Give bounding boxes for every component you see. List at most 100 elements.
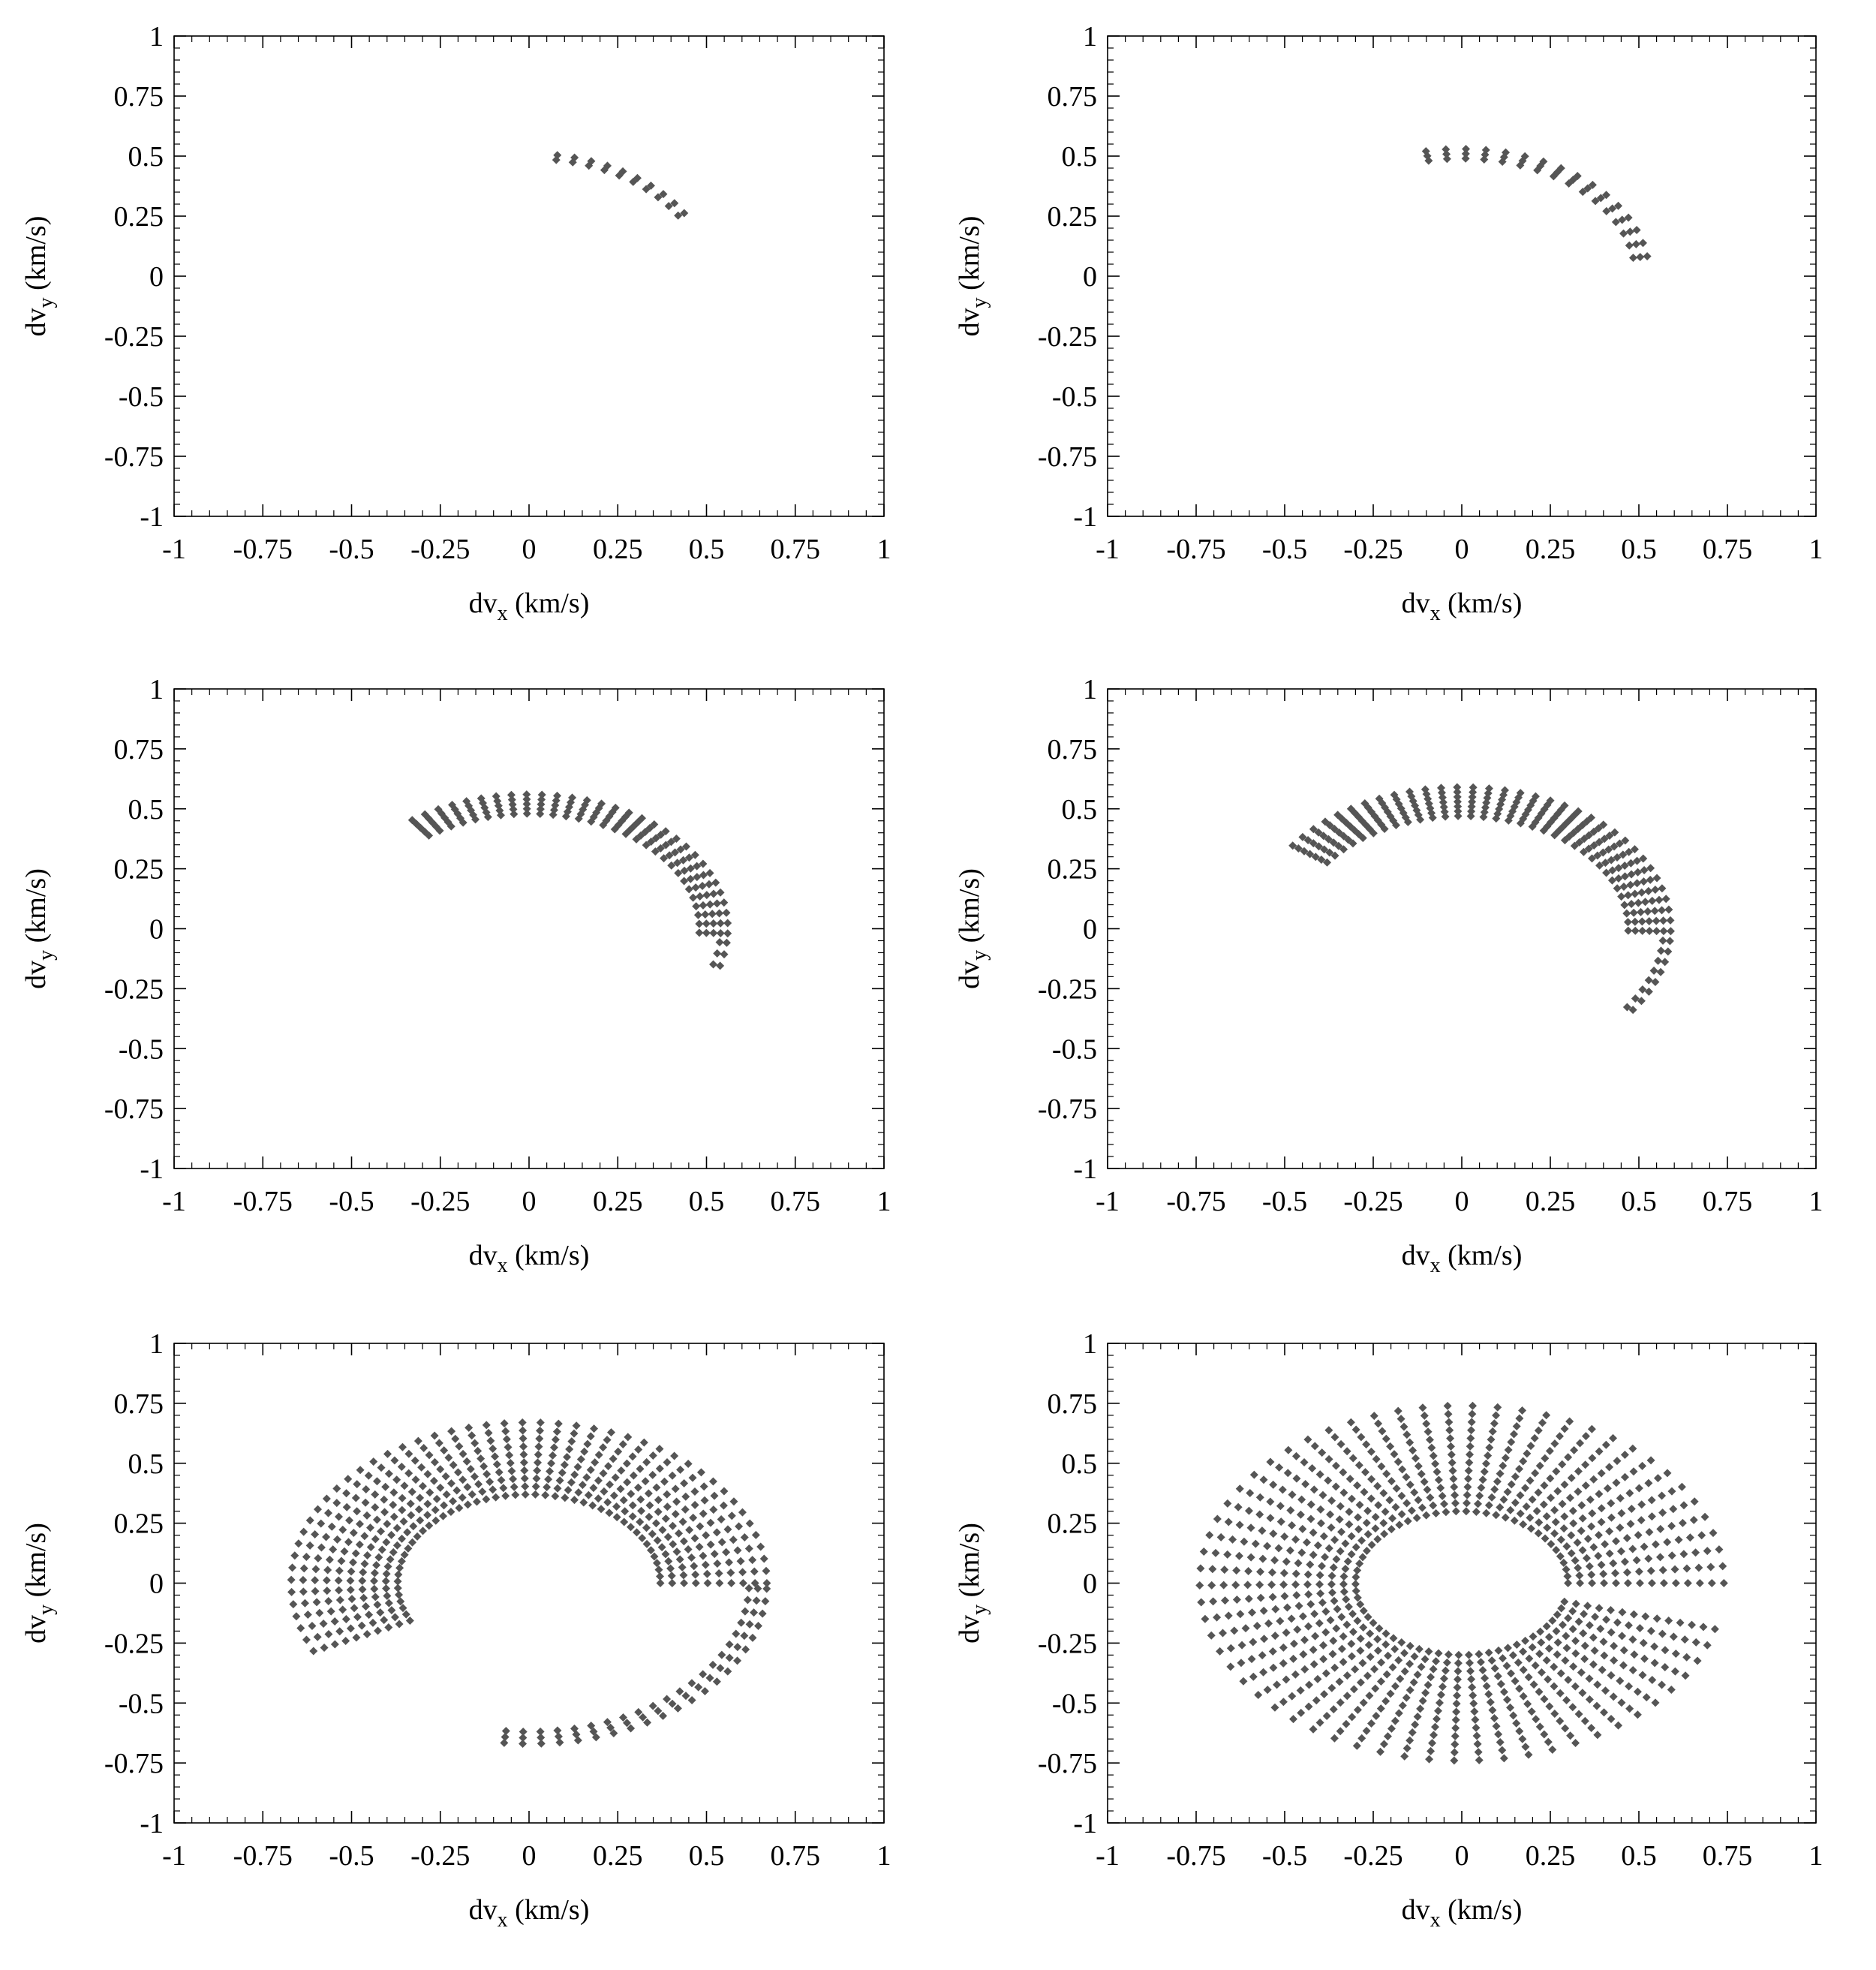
data-point <box>1342 1671 1351 1680</box>
data-point <box>360 1532 369 1541</box>
data-point <box>411 1475 420 1484</box>
data-point <box>1493 1403 1502 1412</box>
data-point <box>1656 1524 1665 1533</box>
data-point <box>1207 1581 1216 1590</box>
data-point <box>1585 1562 1594 1571</box>
data-point <box>1612 1478 1621 1487</box>
y-tick-label: -0.25 <box>1038 1628 1097 1659</box>
data-point <box>672 1497 681 1506</box>
data-point <box>482 1421 491 1430</box>
data-point <box>1677 1482 1686 1491</box>
data-point <box>492 1493 501 1502</box>
data-point <box>1545 1702 1554 1711</box>
data-point <box>705 868 714 877</box>
data-point <box>671 1484 680 1493</box>
data-point <box>1356 1600 1365 1609</box>
data-point <box>1570 1445 1579 1454</box>
data-point <box>413 1532 422 1541</box>
data-point <box>1553 1610 1562 1619</box>
data-point <box>670 199 679 208</box>
data-point <box>1588 854 1597 863</box>
data-point <box>1308 1464 1317 1473</box>
data-point <box>440 1446 449 1455</box>
data-point <box>705 1674 714 1683</box>
data-point <box>1661 895 1670 904</box>
data-point <box>1588 180 1597 189</box>
data-point <box>1556 1552 1565 1561</box>
data-point <box>1302 1538 1311 1547</box>
data-point <box>1599 820 1608 829</box>
data-point <box>1294 844 1303 853</box>
data-point <box>371 1593 380 1602</box>
data-point <box>1433 1707 1442 1716</box>
data-point <box>1411 1720 1420 1729</box>
data-point <box>1578 1689 1587 1698</box>
data-point <box>1614 1721 1623 1730</box>
data-point <box>699 1509 708 1518</box>
data-point <box>1332 1624 1341 1633</box>
data-point <box>1393 1406 1402 1415</box>
data-point <box>313 1632 322 1641</box>
data-point <box>680 209 689 218</box>
data-point <box>1530 1433 1539 1442</box>
y-tick-label: -0.75 <box>104 441 164 473</box>
x-tick-label: -0.5 <box>1262 1840 1307 1872</box>
data-point <box>458 1475 467 1484</box>
data-point <box>589 1484 598 1493</box>
data-point <box>1333 811 1342 820</box>
data-point <box>364 1471 373 1480</box>
data-point <box>1595 1490 1604 1499</box>
data-point <box>712 1677 721 1686</box>
data-point <box>1467 1426 1476 1435</box>
data-point <box>1658 906 1667 915</box>
data-point <box>1516 789 1525 798</box>
x-axis-label: dvx (km/s) <box>1402 1894 1523 1932</box>
data-point <box>1486 1698 1495 1707</box>
data-point <box>446 1507 455 1516</box>
data-point <box>1567 1549 1576 1558</box>
data-point <box>1341 1565 1350 1574</box>
data-point <box>1680 1635 1689 1644</box>
data-point <box>762 1584 771 1593</box>
data-point <box>1367 1541 1376 1550</box>
data-point <box>311 1576 320 1585</box>
data-point <box>1643 251 1652 260</box>
data-point <box>618 1713 627 1722</box>
data-point <box>324 1596 333 1605</box>
y-tick-label: -1 <box>140 1808 164 1839</box>
data-point <box>1615 839 1624 848</box>
data-point <box>1330 1535 1339 1544</box>
data-point <box>1363 1529 1372 1538</box>
data-point <box>1317 855 1326 864</box>
data-point <box>1427 1673 1436 1682</box>
data-point <box>400 1481 409 1490</box>
data-point <box>624 1433 633 1442</box>
data-point <box>675 1555 684 1564</box>
data-point <box>1428 1739 1437 1748</box>
data-point <box>1312 1696 1321 1705</box>
data-point <box>1528 1643 1537 1652</box>
data-point <box>1645 1527 1654 1536</box>
data-point <box>1569 1662 1578 1671</box>
data-point <box>609 1454 618 1463</box>
data-point <box>1667 1487 1676 1496</box>
data-point <box>611 803 620 812</box>
data-point <box>1268 1647 1277 1656</box>
data-point <box>1634 868 1643 877</box>
data-point <box>1280 1532 1289 1541</box>
data-point <box>1318 1448 1327 1457</box>
data-point <box>1679 1501 1688 1510</box>
data-point <box>1452 1699 1461 1708</box>
data-point <box>1400 1752 1409 1761</box>
data-point <box>656 1579 665 1587</box>
data-point <box>560 1460 569 1469</box>
data-point <box>1498 1746 1507 1755</box>
data-point <box>1553 1650 1562 1659</box>
y-tick-label: -0.5 <box>119 381 164 413</box>
data-point <box>1313 1541 1322 1550</box>
x-tick-label: 0.25 <box>1526 534 1576 565</box>
data-point <box>1417 1469 1426 1478</box>
data-point <box>1213 1613 1222 1622</box>
data-point <box>1503 1695 1512 1704</box>
data-points <box>1288 783 1675 1015</box>
